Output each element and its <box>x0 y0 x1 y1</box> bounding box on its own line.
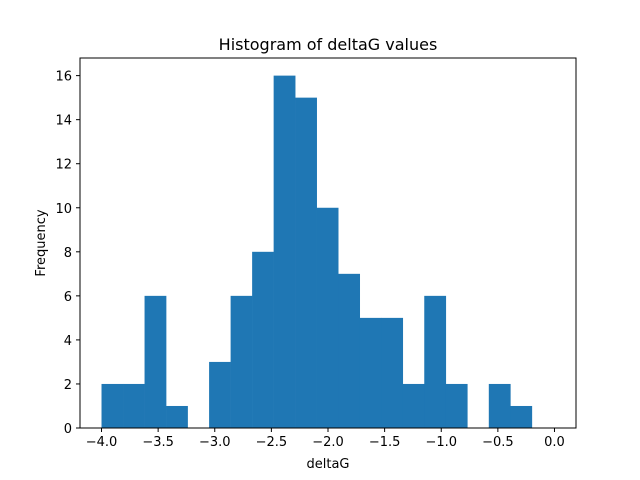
y-axis-label: Frequency <box>34 209 49 276</box>
histogram-bar <box>338 273 361 428</box>
histogram-bar <box>488 383 511 428</box>
y-tick-label: 2 <box>64 378 72 393</box>
x-axis-ticks: −4.0 −3.5 −3.0 −2.5 −2.0 −1.5 −1.0 −0.5 0.0 <box>86 428 565 450</box>
histogram-bar <box>445 383 468 428</box>
x-tick-label: −3.0 <box>199 435 231 450</box>
histogram-bar <box>295 97 317 429</box>
x-tick-label: −2.0 <box>312 435 344 450</box>
x-tick-label: 0.0 <box>544 435 565 450</box>
y-tick-label: 10 <box>55 202 72 217</box>
bars-group <box>101 75 533 429</box>
y-axis-ticks: 0 2 4 6 8 10 12 14 16 <box>55 70 80 437</box>
histogram-bar <box>230 295 253 428</box>
y-tick-label: 8 <box>64 246 72 261</box>
x-tick-label: −4.0 <box>86 435 118 450</box>
y-tick-label: 12 <box>55 158 72 173</box>
x-tick-label: −2.5 <box>256 435 288 450</box>
x-tick-label: −3.5 <box>142 435 174 450</box>
histogram-bar <box>123 383 145 428</box>
histogram-bar <box>510 405 533 428</box>
y-tick-label: 6 <box>64 290 72 305</box>
histogram-bar <box>381 317 404 428</box>
chart-title: Histogram of deltaG values <box>219 35 438 54</box>
histogram-bar <box>316 207 339 428</box>
histogram-bar <box>424 295 447 428</box>
x-axis-label: deltaG <box>307 457 350 472</box>
x-tick-label: −1.0 <box>425 435 457 450</box>
histogram-bar <box>101 383 124 428</box>
histogram-bar <box>166 405 188 428</box>
y-tick-label: 14 <box>55 114 72 129</box>
histogram-bar <box>402 383 425 428</box>
histogram-bar <box>273 75 296 428</box>
histogram-bar <box>359 317 382 428</box>
x-tick-label: −1.5 <box>369 435 401 450</box>
y-tick-label: 4 <box>64 334 72 349</box>
plot-frame <box>79 57 577 429</box>
x-tick-label: −0.5 <box>482 435 514 450</box>
histogram-bar <box>209 361 231 428</box>
histogram-bar <box>252 251 274 428</box>
histogram-bar <box>144 295 167 428</box>
y-tick-label: 16 <box>55 70 72 85</box>
y-tick-label: 0 <box>64 422 72 437</box>
